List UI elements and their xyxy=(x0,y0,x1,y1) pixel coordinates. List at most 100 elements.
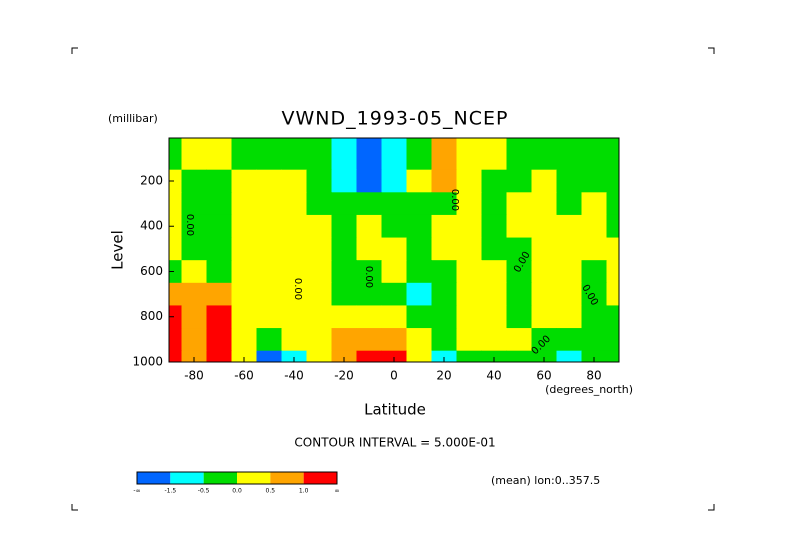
contour-cell xyxy=(581,192,607,216)
contour-cell xyxy=(481,214,507,239)
colorbar-swatch xyxy=(203,472,237,484)
y-tick-label: 400 xyxy=(140,219,163,233)
contour-cell xyxy=(556,214,582,239)
colorbar-label: ∞ xyxy=(335,488,340,495)
contour-cell xyxy=(181,138,207,171)
y-tick-label: 200 xyxy=(140,173,163,187)
contour-cell xyxy=(581,138,607,171)
contour-cell xyxy=(231,260,257,284)
colorbar: -∞ -1.5 -0.5 0.0 0.5 1.0 ∞ xyxy=(133,471,340,495)
contour-cell xyxy=(256,305,282,329)
contour-cell xyxy=(406,328,432,352)
contour-cell xyxy=(281,192,307,216)
contour-cell xyxy=(506,214,532,239)
contour-cell xyxy=(506,138,532,171)
contour-cell xyxy=(481,350,507,362)
contour-cell xyxy=(181,169,207,193)
contour-cell xyxy=(406,282,432,306)
contour-cell xyxy=(306,350,332,362)
contour-cell xyxy=(381,260,407,284)
contour-cell xyxy=(256,328,282,352)
contour-cell xyxy=(581,305,607,329)
contour-cell xyxy=(431,214,457,239)
contour-cell xyxy=(331,328,357,352)
contour-cell xyxy=(231,282,257,306)
contour-cell xyxy=(356,138,382,171)
contour-cell xyxy=(256,260,282,284)
contour-cell xyxy=(556,305,582,329)
contour-cell xyxy=(331,214,357,239)
contour-cell xyxy=(256,350,282,362)
contour-cell xyxy=(206,138,232,171)
contour-cell xyxy=(356,305,382,329)
contour-cell xyxy=(331,192,357,216)
contour-cell xyxy=(431,260,457,284)
contour-cell xyxy=(456,214,482,239)
contour-cell xyxy=(481,260,507,284)
contour-cell xyxy=(531,138,557,171)
contour-cell xyxy=(506,350,532,362)
contour-label: 0.00 xyxy=(184,214,195,236)
contour-cell xyxy=(431,237,457,261)
contour-cell xyxy=(281,237,307,261)
contour-cell xyxy=(431,192,457,216)
contour-cell xyxy=(256,192,282,216)
contour-cell xyxy=(481,192,507,216)
contour-label: 0.00 xyxy=(292,278,303,300)
contour-cell xyxy=(506,192,532,216)
contour-cell xyxy=(531,192,557,216)
contour-cell xyxy=(331,169,357,193)
colorbar-label: -∞ xyxy=(133,488,140,495)
contour-cell xyxy=(406,169,432,193)
contour-cell xyxy=(606,260,619,284)
colorbar-frame xyxy=(136,471,338,485)
contour-cell xyxy=(406,350,432,362)
contour-cell xyxy=(356,237,382,261)
contour-cell xyxy=(231,138,257,171)
contour-label: 0.00 xyxy=(449,189,460,211)
contour-cell xyxy=(531,282,557,306)
contour-cell xyxy=(206,282,232,306)
contour-cell xyxy=(281,169,307,193)
contour-cell xyxy=(531,305,557,329)
subnote: (mean) lon:0..357.5 xyxy=(491,474,600,487)
contour-cell xyxy=(431,169,457,193)
colorbar-label: 1.0 xyxy=(299,488,309,495)
contour-cell xyxy=(531,169,557,193)
contour-cell xyxy=(281,138,307,171)
contour-cell xyxy=(581,260,607,284)
contour-cell xyxy=(231,214,257,239)
contour-cell xyxy=(356,328,382,352)
contour-cell xyxy=(381,350,407,362)
x-tick-label: 40 xyxy=(486,369,501,383)
contour-cell xyxy=(306,328,332,352)
contour-cell xyxy=(181,350,207,362)
contour-cell xyxy=(306,305,332,329)
contour-cell xyxy=(331,138,357,171)
contour-cell xyxy=(531,237,557,261)
contour-cell xyxy=(281,282,307,306)
contour-cell xyxy=(169,350,182,362)
contour-cell xyxy=(306,237,332,261)
contour-cell xyxy=(556,260,582,284)
contour-cell xyxy=(456,350,482,362)
x-tick-label: -20 xyxy=(334,369,354,383)
contour-cell xyxy=(606,328,619,352)
contour-cell xyxy=(606,305,619,329)
contour-cell xyxy=(406,305,432,329)
contour-cell xyxy=(306,282,332,306)
contour-cell xyxy=(456,138,482,171)
contour-cell xyxy=(331,305,357,329)
x-tick-label: -60 xyxy=(234,369,254,383)
contour-cell xyxy=(381,138,407,171)
contour-cell xyxy=(556,350,582,362)
contour-cell xyxy=(281,214,307,239)
contour-cell xyxy=(231,305,257,329)
contour-cell xyxy=(206,192,232,216)
contour-cell xyxy=(606,214,619,239)
contour-cell xyxy=(581,237,607,261)
x-axis-title: Latitude xyxy=(364,401,426,419)
contour-cell xyxy=(331,237,357,261)
y-tick-label: 1000 xyxy=(132,355,163,369)
contour-cell xyxy=(431,350,457,362)
